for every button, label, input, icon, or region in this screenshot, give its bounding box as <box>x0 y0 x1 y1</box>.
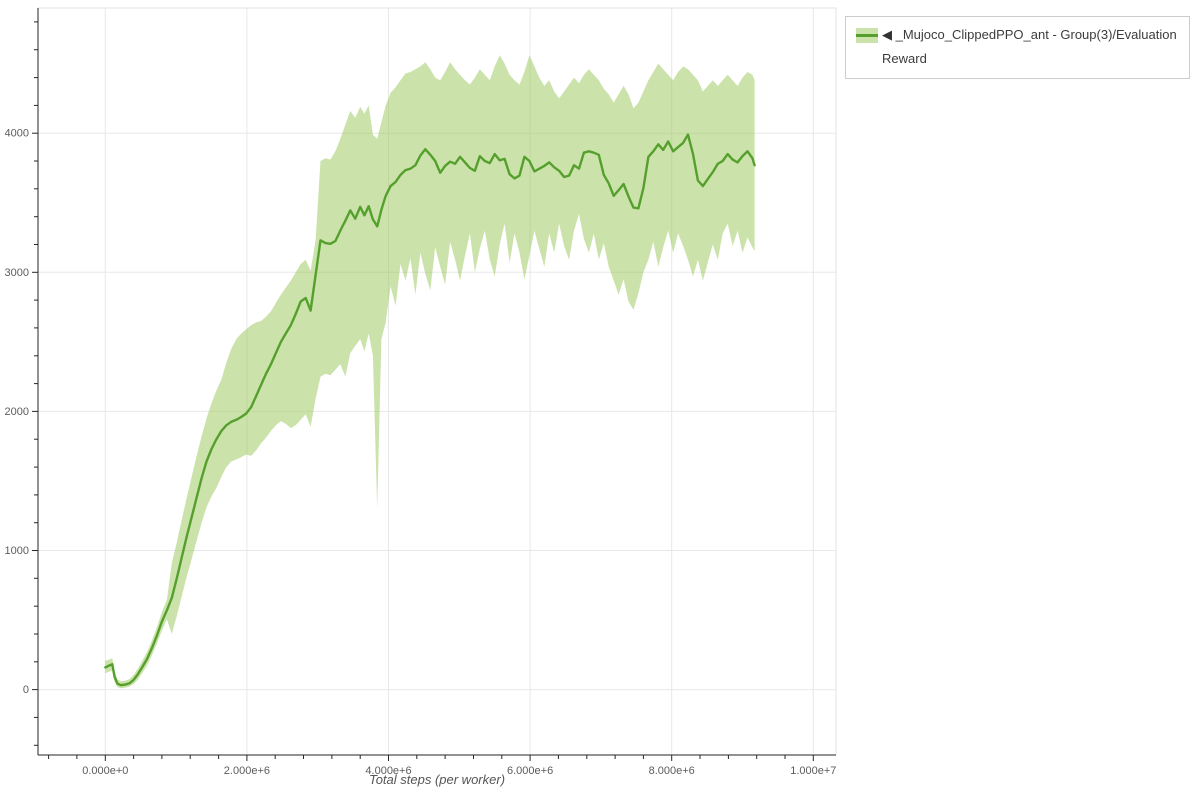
legend-swatch-icon <box>856 28 878 43</box>
svg-text:2.000e+6: 2.000e+6 <box>224 765 270 777</box>
legend-item[interactable]: ◀ _Mujoco_ClippedPPO_ant - Group(3)/Eval… <box>856 23 1179 71</box>
legend: ◀ _Mujoco_ClippedPPO_ant - Group(3)/Eval… <box>845 16 1190 79</box>
svg-text:4.000e+6: 4.000e+6 <box>365 765 411 777</box>
svg-text:8.000e+6: 8.000e+6 <box>649 765 695 777</box>
legend-item-label: ◀ _Mujoco_ClippedPPO_ant - Group(3)/Eval… <box>882 23 1179 71</box>
svg-text:6.000e+6: 6.000e+6 <box>507 765 553 777</box>
svg-text:2000: 2000 <box>5 406 29 418</box>
svg-text:3000: 3000 <box>5 267 29 279</box>
x-axis-title: Total steps (per worker) <box>368 772 506 787</box>
series-name: _Mujoco_ClippedPPO_ant - Group(3)/Evalua… <box>882 27 1177 66</box>
svg-text:4000: 4000 <box>5 128 29 140</box>
svg-text:1.000e+7: 1.000e+7 <box>790 765 836 777</box>
svg-text:1000: 1000 <box>5 545 29 557</box>
legend-line-icon <box>856 34 878 37</box>
collapse-marker-icon: ◀ <box>882 27 892 42</box>
svg-text:0: 0 <box>23 684 29 696</box>
svg-text:0.000e+0: 0.000e+0 <box>82 765 128 777</box>
